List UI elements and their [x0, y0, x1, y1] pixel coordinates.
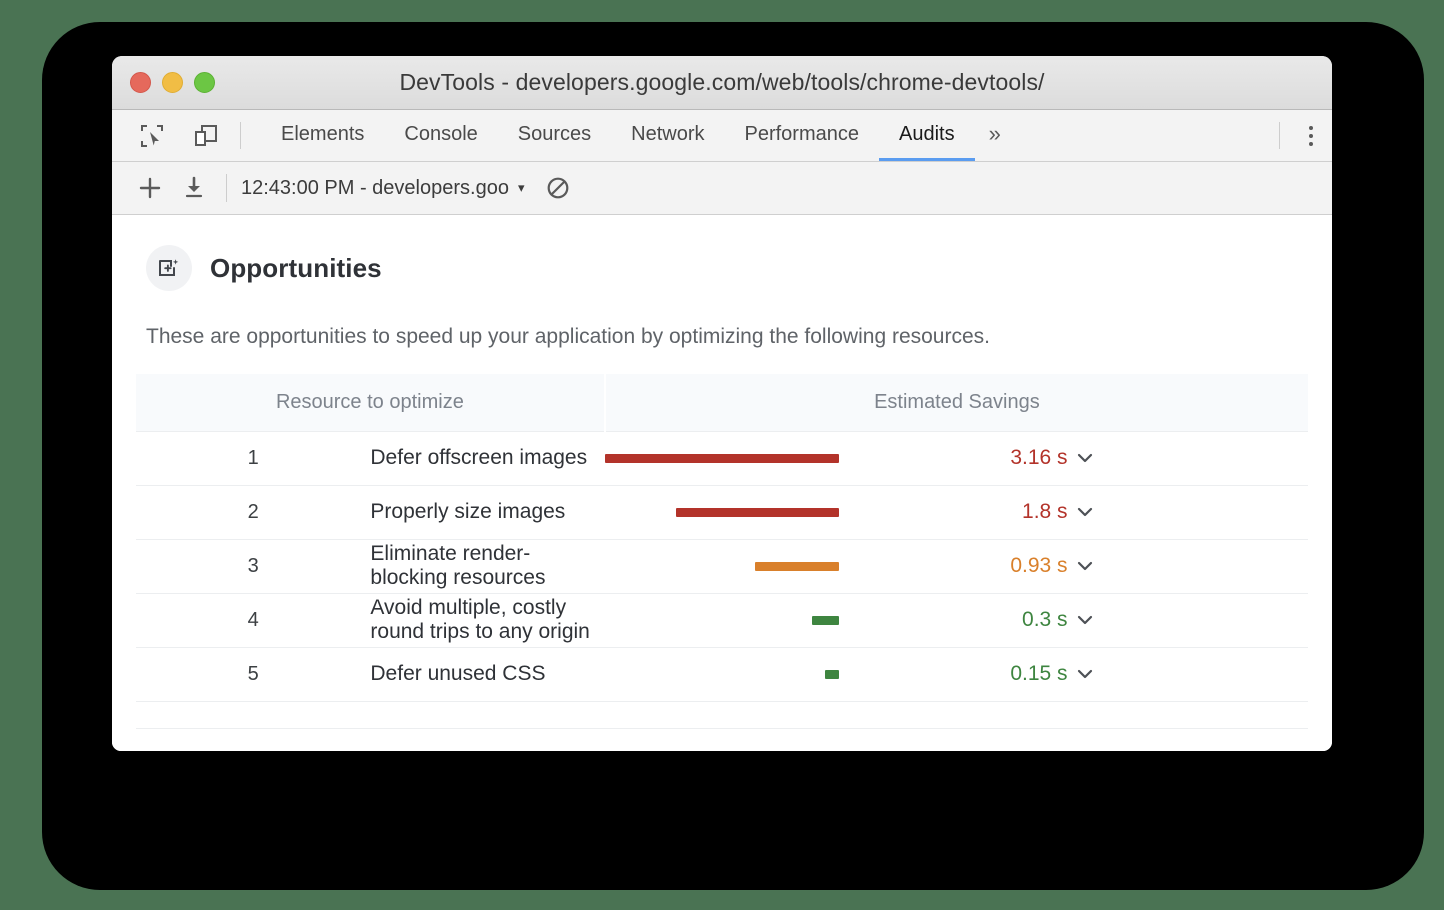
- window-title: DevTools - developers.google.com/web/too…: [399, 69, 1045, 95]
- row-expand-button[interactable]: [1074, 593, 1308, 647]
- table-row[interactable]: 1 Defer offscreen images 3.16 s: [136, 430, 1308, 485]
- row-label: Defer offscreen images: [370, 430, 605, 485]
- row-label: Properly size images: [370, 500, 566, 523]
- row-expand-button[interactable]: [1074, 485, 1308, 539]
- table-body: 1 Defer offscreen images 3.16 s 2 Proper…: [136, 430, 1308, 701]
- audit-run-selector-label: 12:43:00 PM - developers.goo: [241, 176, 509, 199]
- devtools-window: DevTools - developers.google.com/web/too…: [112, 56, 1332, 751]
- audit-report-body: Opportunities These are opportunities to…: [112, 215, 1332, 751]
- row-label: Eliminate render-blocking resources: [370, 542, 546, 589]
- opportunities-icon: [146, 245, 192, 291]
- row-value: 0.3 s: [1022, 608, 1068, 631]
- row-value: 0.93 s: [1010, 554, 1068, 577]
- row-expand-button[interactable]: [1074, 539, 1308, 593]
- column-header-savings: Estimated Savings: [603, 374, 1308, 431]
- row-bar-cell: [605, 539, 840, 593]
- traffic-light-group: [130, 72, 215, 93]
- row-index: 5: [247, 662, 259, 685]
- row-index: 1: [136, 430, 371, 485]
- row-bar-cell: [605, 647, 840, 701]
- table-row[interactable]: 3 Eliminate render-blocking resources 0.…: [136, 539, 1308, 593]
- table-row[interactable]: 2 Properly size images 1.8 s: [136, 485, 1308, 539]
- row-bar-cell: [605, 485, 840, 539]
- inspect-element-icon[interactable]: [128, 110, 176, 161]
- row-value: 1.8 s: [1022, 500, 1068, 523]
- row-bar-cell: [605, 593, 840, 647]
- opportunities-section-header: Opportunities: [136, 215, 1308, 291]
- new-audit-icon[interactable]: [128, 166, 172, 210]
- audits-toolbar: 12:43:00 PM - developers.goo ▾: [112, 162, 1332, 215]
- savings-bar: [825, 669, 840, 679]
- row-value: 3.16 s: [839, 430, 1074, 485]
- audit-run-selector[interactable]: 12:43:00 PM - developers.goo ▾: [241, 177, 524, 200]
- row-index: 4: [247, 608, 259, 631]
- tab-elements[interactable]: Elements: [281, 122, 365, 145]
- more-tabs-button[interactable]: »: [988, 121, 1001, 146]
- page-title: Opportunities: [210, 252, 382, 283]
- row-index: 3: [247, 554, 259, 577]
- minimize-button[interactable]: [162, 72, 183, 93]
- audits-toolbar-divider: [226, 174, 227, 202]
- tab-network[interactable]: Network: [631, 122, 705, 145]
- device-toolbar-icon[interactable]: [182, 110, 230, 161]
- kebab-menu-icon[interactable]: [1290, 125, 1332, 146]
- zoom-button[interactable]: [194, 72, 215, 93]
- row-label: Avoid multiple, costly round trips to an…: [370, 596, 590, 643]
- window-titlebar: DevTools - developers.google.com/web/too…: [112, 56, 1332, 110]
- row-bar-cell: [604, 430, 840, 485]
- table-header: Resource to optimize Estimated Savings: [136, 374, 1308, 431]
- savings-bar: [812, 615, 840, 625]
- tab-console[interactable]: Console: [404, 122, 478, 145]
- row-expand-button[interactable]: [1074, 647, 1308, 701]
- devtools-tabbar: Elements Console Sources Network Perform…: [112, 110, 1332, 162]
- row-label: Defer unused CSS: [370, 662, 546, 685]
- row-index: 2: [247, 500, 259, 523]
- toolbar-divider: [240, 122, 241, 149]
- tab-list: Elements Console Sources Network Perform…: [261, 110, 1015, 161]
- savings-bar: [676, 507, 840, 517]
- savings-bar: [604, 453, 840, 463]
- tabbar-right-divider: [1279, 122, 1280, 149]
- table-row[interactable]: 4 Avoid multiple, costly round trips to …: [136, 593, 1308, 647]
- opportunities-table: Resource to optimize Estimated Savings 1…: [136, 374, 1308, 702]
- table-row[interactable]: 5 Defer unused CSS 0.15 s: [136, 647, 1308, 701]
- close-button[interactable]: [130, 72, 151, 93]
- export-icon[interactable]: [172, 166, 216, 210]
- tab-performance[interactable]: Performance: [744, 122, 860, 145]
- table-header-row: Resource to optimize Estimated Savings: [136, 374, 1308, 431]
- clear-all-icon[interactable]: [536, 166, 580, 210]
- tab-sources[interactable]: Sources: [517, 122, 592, 145]
- row-expand-button[interactable]: [1073, 430, 1308, 485]
- column-header-resource: Resource to optimize: [136, 374, 605, 431]
- row-value: 0.15 s: [1010, 662, 1068, 685]
- tab-audits[interactable]: Audits: [879, 110, 975, 161]
- section-description: These are opportunities to speed up your…: [146, 325, 990, 348]
- savings-bar: [755, 561, 840, 571]
- section-divider: [136, 727, 1308, 729]
- chevron-down-icon: ▾: [517, 180, 525, 195]
